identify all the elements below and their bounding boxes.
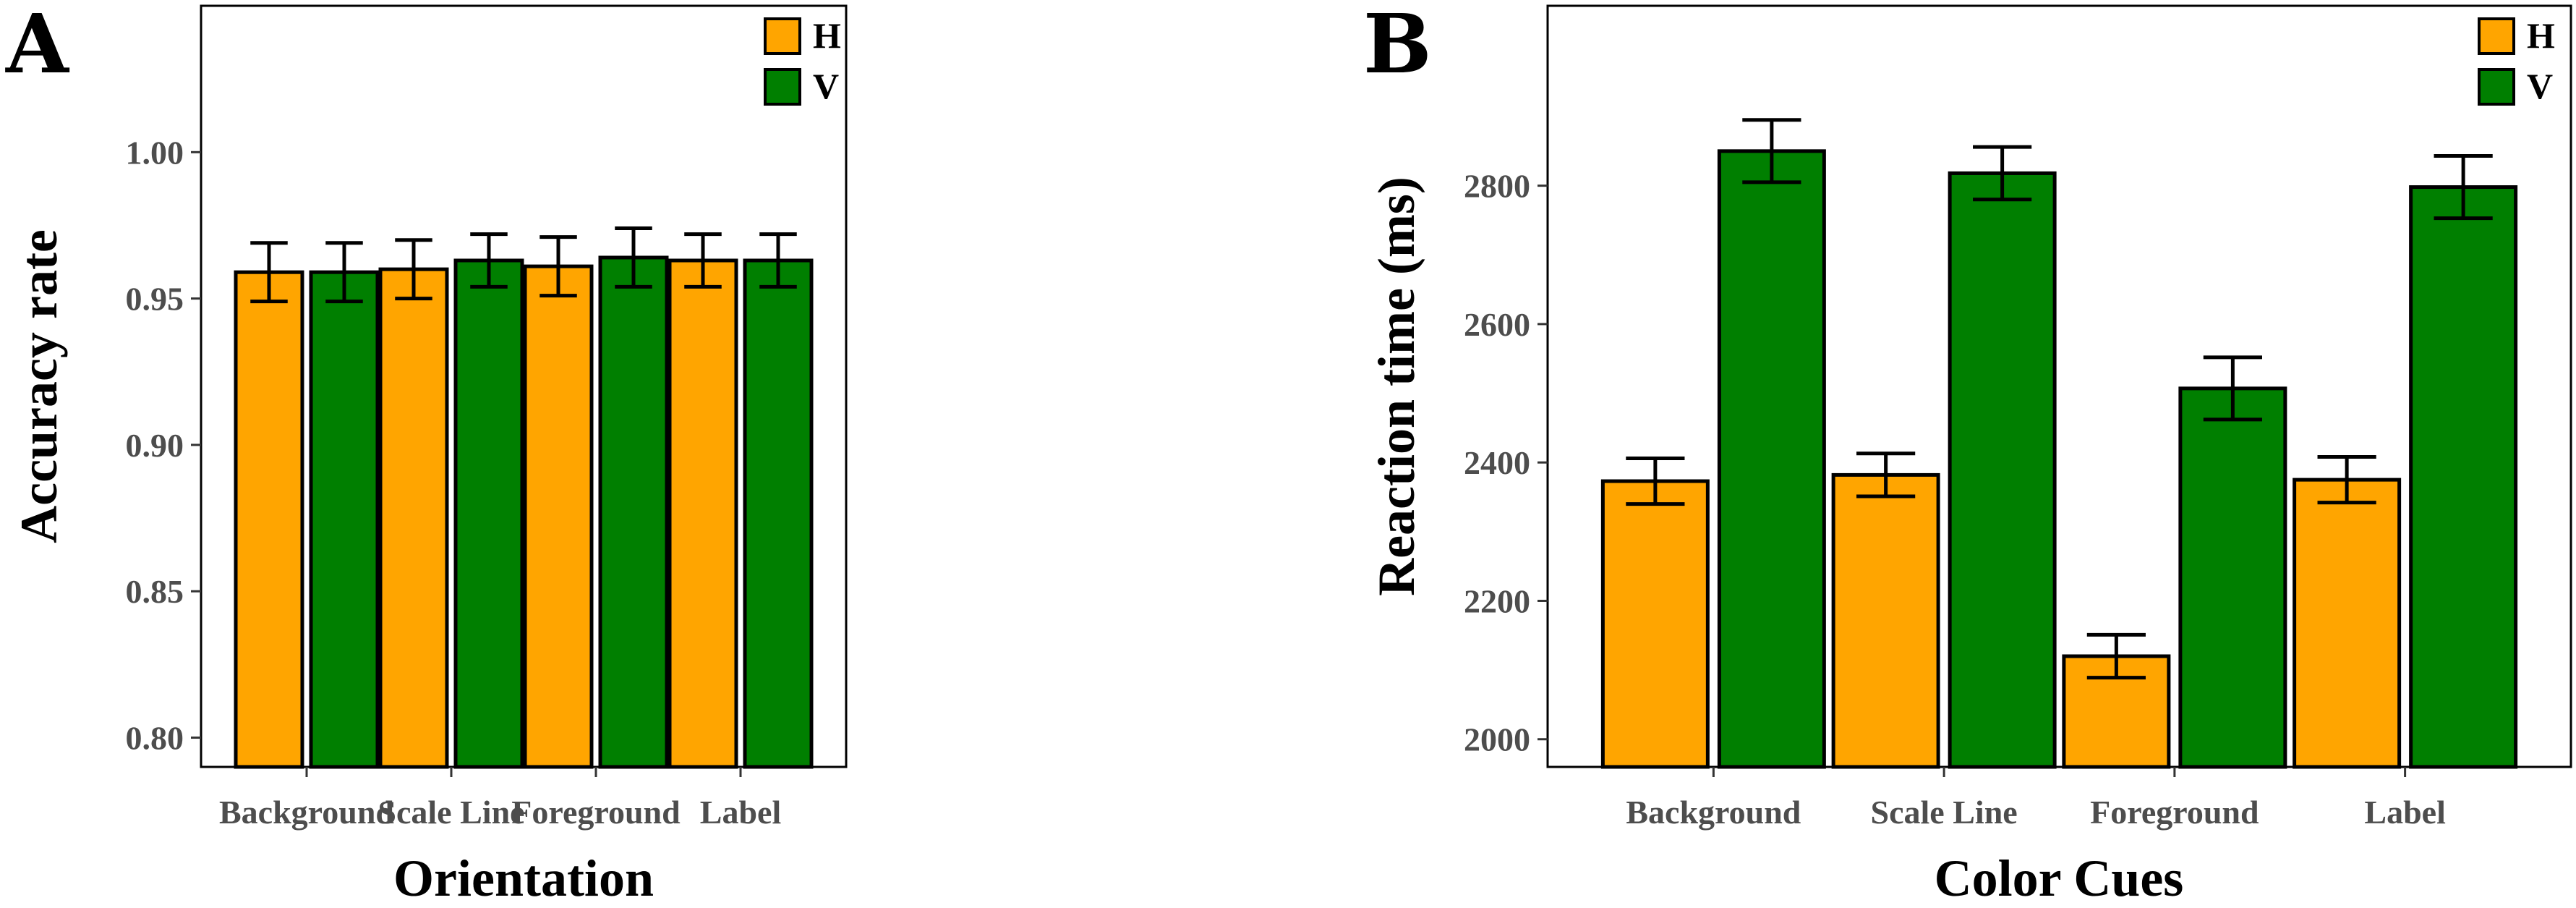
bar-v-foreground-a (598, 255, 669, 769)
x-tick-label-a: Background (219, 794, 394, 831)
x-tick-label-b: Background (1626, 794, 1801, 831)
bar-v-scale-line-a (453, 258, 524, 769)
error-bar-h-a (684, 232, 722, 289)
error-bar-v-b (2203, 355, 2262, 422)
error-bar-v-a (470, 232, 508, 289)
bar-h-label-b (2293, 478, 2402, 769)
error-bar-v-a (325, 241, 363, 304)
x-tick-label-b: Foreground (2090, 794, 2259, 831)
legend-label-h-b: H (2527, 15, 2555, 56)
x-axis-title-a: Orientation (393, 849, 654, 907)
y-tick-label-b: 2800 (1464, 168, 1530, 205)
bar-h-foreground-a (523, 264, 594, 769)
bar-v-foreground-b (2178, 386, 2287, 769)
error-bar-h-a (250, 241, 288, 304)
x-tick-label-a: Scale Line (378, 794, 524, 831)
error-bar-h-b (2317, 455, 2376, 505)
legend-key-h-a (764, 17, 801, 55)
bar-v-background-b (1717, 149, 1826, 769)
y-tick-label-a: 1.00 (126, 134, 184, 171)
error-bar-h-b (2086, 632, 2146, 680)
x-tick-label-a: Label (700, 794, 781, 831)
plot-area-b (1546, 4, 2572, 768)
bar-h-background-b (1600, 479, 1710, 769)
error-bar-v-a (615, 226, 652, 289)
x-tick-label-a: Foreground (511, 794, 681, 831)
bar-v-scale-line-b (1948, 171, 2057, 769)
error-bar-h-b (1626, 456, 1685, 506)
y-tick-label-a: 0.80 (126, 720, 184, 757)
error-bar-h-a (539, 235, 577, 298)
legend-key-h-b (2478, 17, 2515, 55)
x-axis-title-b: Color Cues (1935, 849, 2184, 907)
bar-v-background-a (309, 270, 380, 769)
legend-label-v-a: V (813, 66, 839, 106)
legend-label-v-b: V (2527, 66, 2553, 106)
y-tick-label-a: 0.85 (126, 573, 184, 610)
error-bar-v-b (2434, 154, 2493, 221)
y-tick-label-b: 2000 (1464, 721, 1530, 758)
bar-v-label-b (2409, 185, 2518, 769)
error-bar-h-a (395, 238, 432, 301)
bar-v-label-a (743, 258, 814, 769)
bar-h-scale-line-b (1831, 472, 1940, 769)
bar-h-scale-line-a (378, 267, 449, 769)
y-tick-label-b: 2600 (1464, 306, 1530, 343)
x-tick-label-b: Scale Line (1871, 794, 2018, 831)
bar-h-label-a (668, 258, 738, 769)
y-tick-label-a: 0.90 (126, 427, 184, 464)
bar-h-background-a (234, 270, 304, 769)
y-tick-label-b: 2400 (1464, 444, 1530, 481)
x-tick-label-b: Label (2364, 794, 2445, 831)
panel-b: B 2000 2200 2400 2600 2800 Background Scale L… (1363, 0, 2572, 907)
error-bar-h-b (1856, 451, 1916, 498)
panel-letter-b: B (1363, 0, 1432, 92)
legend-key-v-a (764, 68, 801, 106)
legend-key-v-b (2478, 68, 2515, 106)
error-bar-v-b (1973, 145, 2032, 202)
y-axis-title-a: Accuracy rate (10, 229, 68, 543)
panel-letter-a: A (5, 0, 70, 92)
error-bar-v-a (759, 232, 797, 289)
y-tick-label-b: 2200 (1464, 582, 1530, 619)
y-axis-title-b: Reaction time (ms) (1368, 177, 1425, 596)
legend-label-h-a: H (813, 15, 841, 56)
y-tick-label-a: 0.95 (126, 281, 184, 318)
error-bar-v-b (1742, 118, 1801, 184)
